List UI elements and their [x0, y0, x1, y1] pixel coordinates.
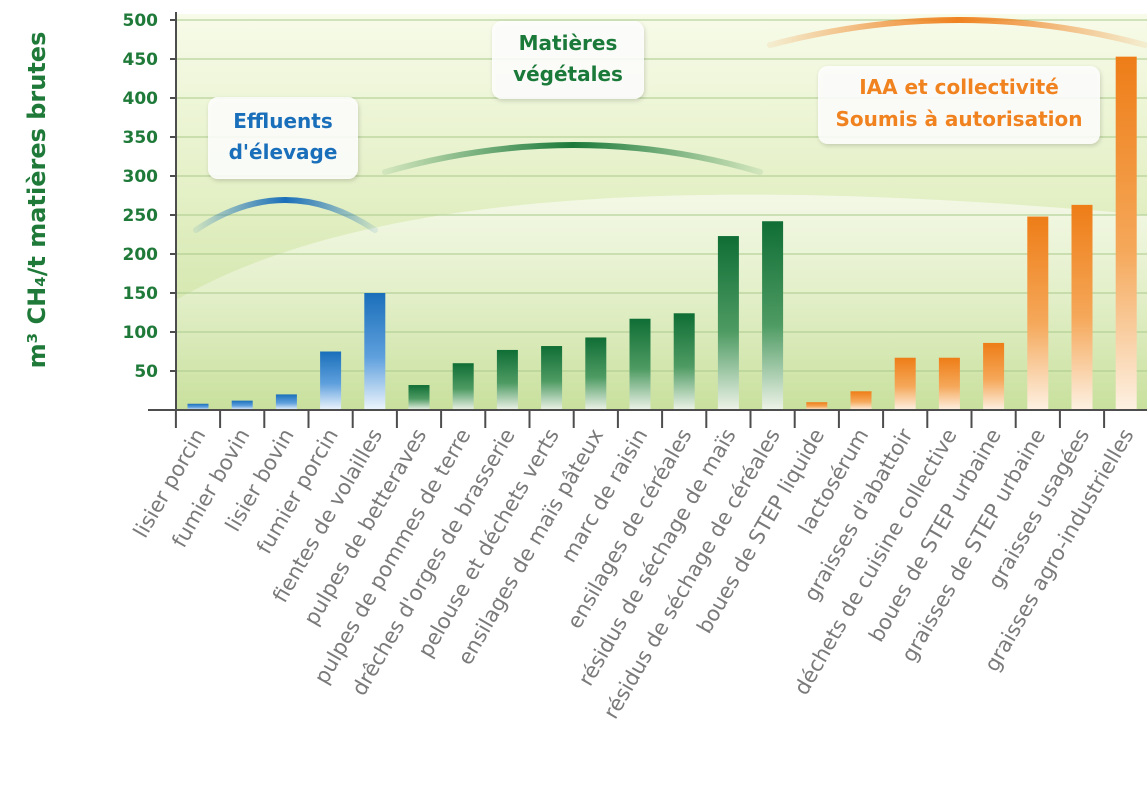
callout-vegetales-line2: végétales [513, 62, 623, 86]
callout-iaa-line1: IAA et collectivité [859, 75, 1059, 99]
bar [275, 394, 297, 410]
callout-effluents-line2: d'élevage [229, 140, 338, 164]
bar [1027, 216, 1049, 410]
y-tick-label: 450 [123, 50, 159, 70]
bar [673, 313, 695, 410]
bar [1071, 204, 1093, 410]
callout-iaa-line2: Soumis à autorisation [836, 107, 1083, 131]
y-tick-label: 250 [123, 206, 159, 226]
bar [1115, 56, 1137, 410]
bar [938, 357, 960, 410]
bar [408, 385, 430, 410]
callout-effluents: Effluents d'élevage [208, 97, 358, 179]
bar [585, 337, 607, 410]
bar [894, 357, 916, 410]
y-tick-label: 300 [123, 167, 159, 187]
y-tick-label: 150 [123, 284, 159, 304]
bar [187, 403, 209, 410]
background-hill [176, 194, 1147, 410]
bar [452, 363, 474, 410]
bars [187, 56, 1137, 410]
bar [364, 293, 386, 410]
callout-vegetales-line1: Matières [519, 31, 618, 55]
bar [717, 236, 739, 410]
arc-iaa [767, 17, 1147, 48]
bar [983, 342, 1005, 410]
y-tick-label: 500 [123, 11, 159, 31]
y-ticks: 50 100 150 200 250 300 350 400 450 500 [123, 11, 176, 382]
y-tick-label: 400 [123, 89, 159, 109]
bar [762, 221, 784, 410]
y-tick-label: 50 [134, 362, 158, 382]
callout-vegetales: Matières végétales [492, 21, 644, 99]
callout-iaa: IAA et collectivité Soumis à autorisatio… [818, 66, 1100, 144]
bar [806, 402, 828, 410]
y-tick-label: 350 [123, 128, 159, 148]
bar [320, 351, 342, 410]
y-tick-label: 200 [123, 245, 159, 265]
bar [629, 318, 651, 410]
bar [850, 391, 872, 410]
arc-effluents [193, 197, 378, 233]
arc-vegetales [382, 142, 763, 175]
bar [231, 400, 253, 410]
bar [541, 346, 563, 410]
callout-effluents-line1: Effluents [233, 109, 333, 133]
y-axis-label: m³ CH₄/t matières brutes [23, 32, 51, 369]
bar [496, 349, 518, 410]
y-tick-label: 100 [123, 323, 159, 343]
